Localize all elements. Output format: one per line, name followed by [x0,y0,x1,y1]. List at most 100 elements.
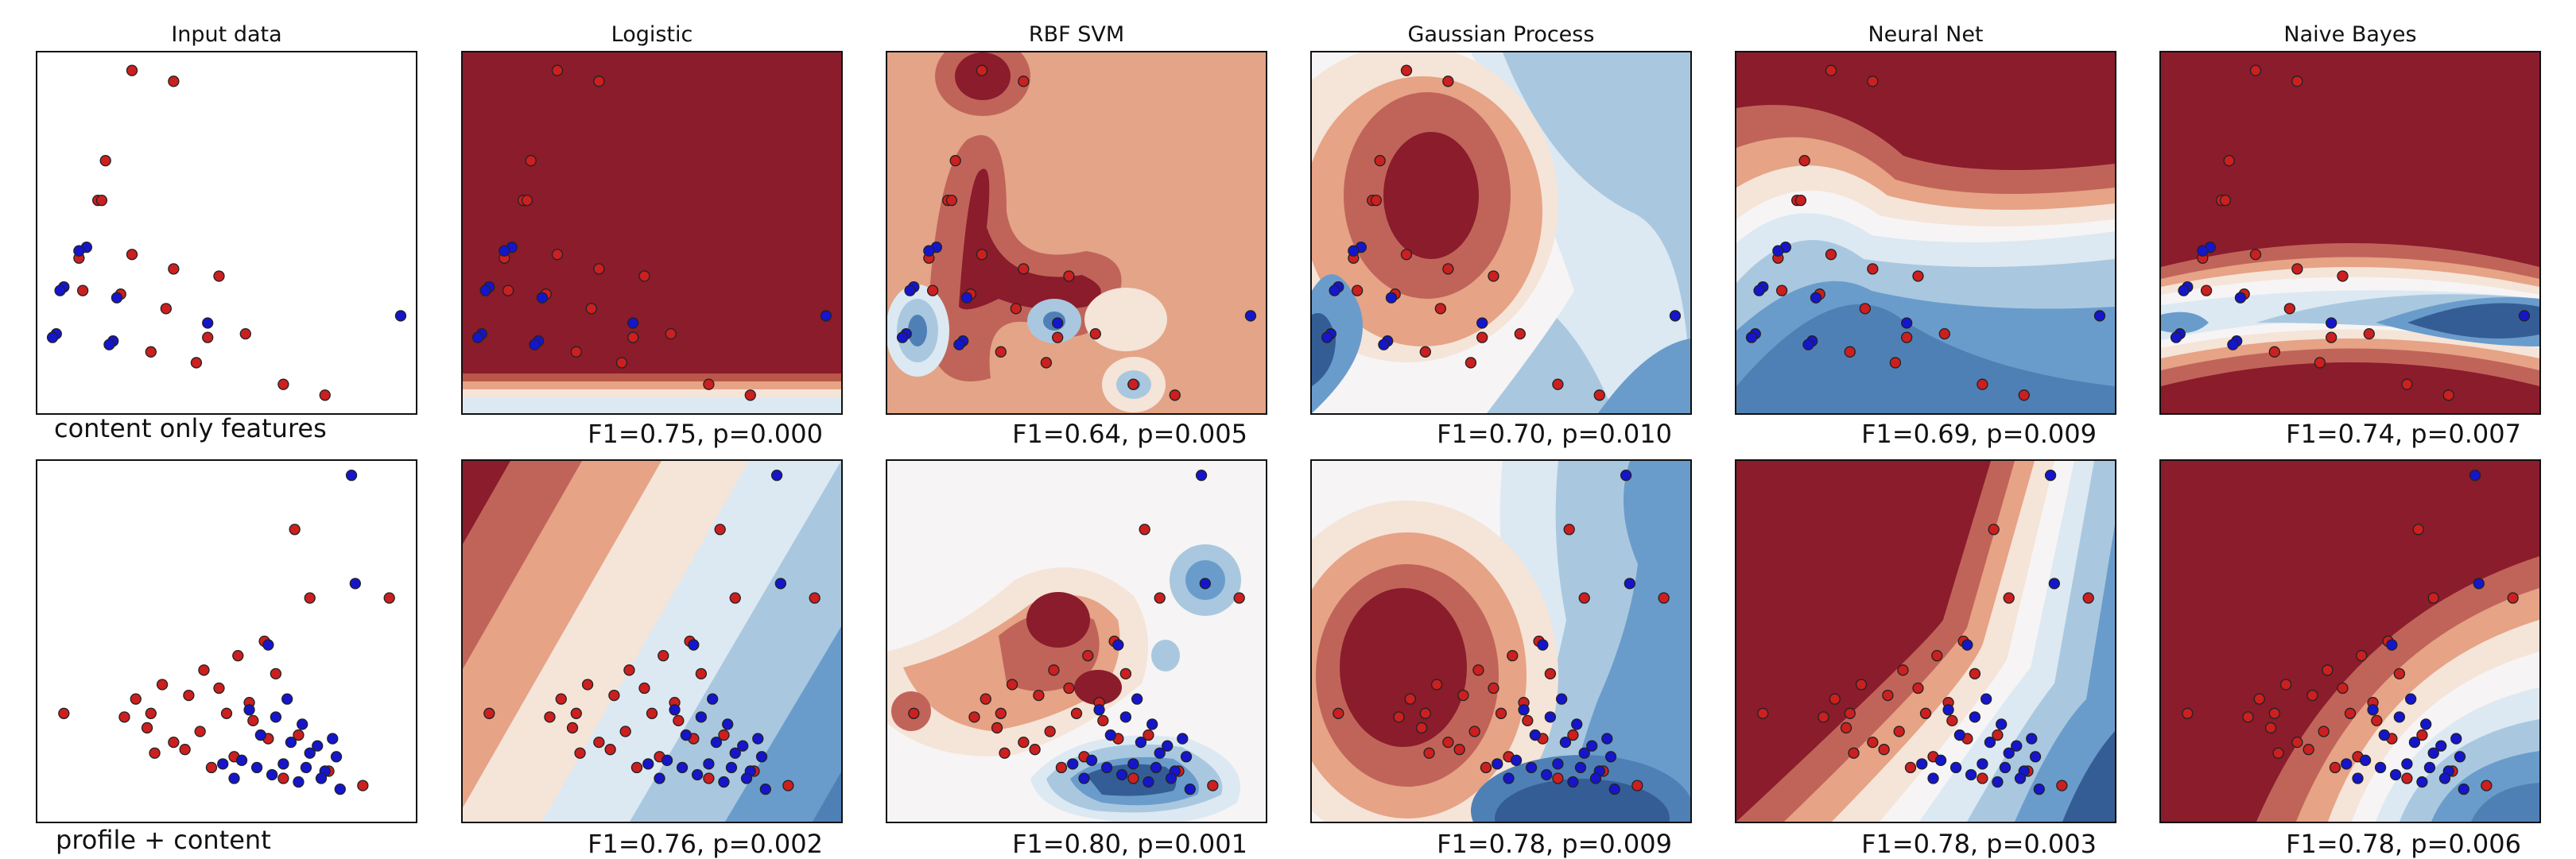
blue-class-point [1143,776,1154,788]
red-class-point [1931,650,1943,662]
score-naive-bayes-profile: F1=0.78, p=0.006 [2286,829,2521,859]
blue-class-point [334,783,346,795]
blue-class-point [1115,768,1128,781]
panel-input-profile [36,459,417,823]
red-class-point [2279,679,2292,691]
red-class-point [198,664,210,676]
blue-class-point [479,284,491,296]
red-class-point [1867,263,1879,275]
blue-class-point [1571,718,1583,730]
red-class-point [1840,722,1852,734]
blue-class-point [1984,736,1996,749]
blue-class-point [725,761,738,774]
red-class-point [2291,75,2303,87]
red-class-point [926,284,939,296]
blue-class-point [2435,740,2447,752]
blue-class-point [680,729,692,741]
red-class-point [2337,270,2349,282]
blue-class-point [820,310,832,322]
panel-logistic-content [461,51,843,415]
panel-rbf-svm-content [886,51,1267,415]
red-class-point [544,711,556,723]
blue-class-point [2352,772,2364,784]
blue-class-point [1601,733,1613,745]
blue-class-point [300,761,312,774]
blue-class-point [2011,740,2023,752]
blue-class-point [1901,317,1913,329]
red-class-point [99,155,111,167]
blue-class-point [1244,310,1257,322]
red-class-point [2283,303,2295,315]
red-class-point [1415,722,1428,734]
red-class-point [2442,389,2454,401]
red-class-point [179,744,191,756]
blue-class-point [2014,772,2027,784]
blue-class-point [297,718,308,730]
red-class-point [1018,75,1030,87]
red-class-point [1010,303,1022,315]
red-class-point [2481,780,2493,791]
red-class-point [627,331,639,343]
red-class-point [1904,761,1917,774]
red-class-point [1465,357,1477,369]
red-class-point [604,744,616,756]
blue-class-point [1078,772,1090,784]
blue-class-point [1199,578,1211,590]
blue-class-point [1567,776,1579,788]
blue-class-point [270,711,282,723]
blue-class-point [740,772,753,784]
blue-class-point [1953,729,1965,741]
blue-class-point [2393,711,2406,723]
scatter-gaussian-process-profile [1312,461,1690,822]
red-class-point [638,682,650,695]
red-class-point [1818,711,1829,723]
scatter-points [2182,470,2519,795]
red-class-point [145,707,157,719]
scatter-points [1321,64,1682,401]
red-class-point [2393,667,2406,680]
decision-surface [1736,461,2115,822]
score-naive-bayes-content: F1=0.74, p=0.007 [2286,419,2521,449]
score-logistic-profile: F1=0.76, p=0.002 [588,829,823,859]
red-class-point [608,689,620,702]
red-class-point [2249,249,2262,261]
red-class-point [156,679,169,691]
red-class-point [585,303,597,315]
row-label-content-only: content only features [54,413,327,443]
red-class-point [76,284,89,296]
red-class-point [1889,357,1902,369]
blue-class-point [896,331,909,343]
red-class-point [968,711,980,723]
red-class-point [1453,744,1465,756]
blue-class-point [293,776,305,788]
red-class-point [141,722,153,734]
red-class-point [980,693,991,705]
blue-class-point [250,761,263,774]
red-class-point [1370,194,1383,207]
red-class-point [1127,378,1139,390]
red-class-point [991,722,1003,734]
blue-class-point [1999,761,2012,774]
red-class-point [1393,711,1405,723]
blue-class-point [755,751,768,763]
blue-class-point [1518,704,1530,716]
blue-class-point [1996,718,2008,730]
red-class-point [673,714,685,727]
blue-class-point [2341,758,2353,770]
score-logistic-content: F1=0.75, p=0.000 [588,419,823,449]
red-class-point [126,249,138,261]
blue-class-point [2227,339,2239,350]
score-gaussian-process-profile: F1=0.78, p=0.009 [1437,829,1672,859]
blue-class-point [770,470,783,482]
panel-logistic-profile [461,459,843,823]
red-class-point [1544,667,1557,680]
blue-class-point [281,693,293,705]
blue-class-point [394,310,407,322]
red-class-point [2401,772,2413,784]
blue-class-point [1624,578,1635,590]
red-class-point [1097,714,1109,727]
row-label-profile-content: profile + content [56,825,271,855]
red-class-point [1143,729,1154,741]
red-class-point [976,249,988,261]
red-class-point [1127,772,1139,784]
